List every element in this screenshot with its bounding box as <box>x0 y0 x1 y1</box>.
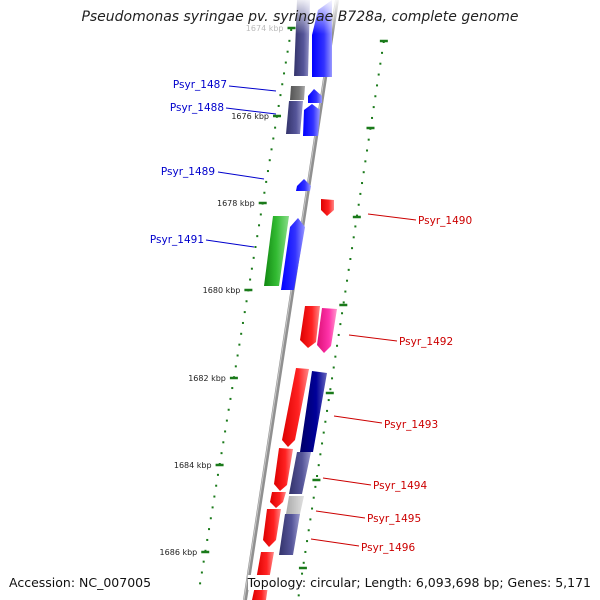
gene-label-psyr-1489[interactable]: Psyr_1489 <box>161 166 215 178</box>
kbp-label: 1682 kbp <box>188 374 226 383</box>
gene-arrow-blue[interactable] <box>296 179 311 191</box>
tick-marks <box>199 26 388 597</box>
gene-label-psyr-1488[interactable]: Psyr_1488 <box>170 102 224 114</box>
gene-label-psyr-1487[interactable]: Psyr_1487 <box>173 79 227 91</box>
gene-arrow-slate[interactable] <box>289 452 311 494</box>
gene-arrow-lightgray[interactable] <box>286 496 304 514</box>
gene-arrow-slate[interactable] <box>279 514 300 555</box>
gene-arrow-navy[interactable] <box>300 371 327 452</box>
gene-arrow-red[interactable] <box>282 368 309 447</box>
gene-arrow-blue[interactable] <box>308 89 322 103</box>
gene-arrow-red[interactable] <box>263 509 281 547</box>
gene-arrow-blue[interactable] <box>281 218 305 290</box>
gene-label-psyr-1492[interactable]: Psyr_1492 <box>399 336 453 348</box>
accession-label: Accession: NC_007005 <box>9 575 152 590</box>
gene-arrow-pink[interactable] <box>317 308 337 353</box>
kbp-label: 1676 kbp <box>231 112 269 121</box>
kbp-label: 1674 kbp <box>246 24 284 33</box>
top-fade <box>220 0 380 34</box>
kbp-labels: 1674 kbp 1676 kbp 1678 kbp 1680 kbp 1682 kbp… <box>160 24 284 557</box>
gene-arrow-red[interactable] <box>274 448 293 491</box>
gene-arrow-red[interactable] <box>300 306 320 348</box>
kbp-label: 1684 kbp <box>174 461 212 470</box>
gene-label-psyr-1495[interactable]: Psyr_1495 <box>367 513 421 525</box>
gene-arrow-gray[interactable] <box>290 86 305 100</box>
gene-arrow-blue[interactable] <box>303 104 320 136</box>
kbp-label: 1678 kbp <box>217 199 255 208</box>
kbp-label: 1686 kbp <box>160 548 198 557</box>
gene-arrow-green[interactable] <box>264 216 289 286</box>
map-title: Pseudomonas syringae pv. syringae B728a,… <box>81 9 519 25</box>
gene-arrow-red[interactable] <box>270 492 286 508</box>
topology-label: Topology: circular; Length: 6,093,698 bp… <box>247 575 591 590</box>
gene-arrow-red[interactable] <box>321 199 334 216</box>
gene-label-psyr-1493[interactable]: Psyr_1493 <box>384 419 438 431</box>
gene-label-psyr-1496[interactable]: Psyr_1496 <box>361 542 415 554</box>
gene-label-psyr-1494[interactable]: Psyr_1494 <box>373 480 427 492</box>
kbp-label: 1680 kbp <box>203 286 241 295</box>
leader-lines <box>205 85 417 547</box>
gene-label-psyr-1490[interactable]: Psyr_1490 <box>418 215 472 227</box>
gene-arrow-slate[interactable] <box>286 101 303 134</box>
gene-label-psyr-1491[interactable]: Psyr_1491 <box>150 234 204 246</box>
